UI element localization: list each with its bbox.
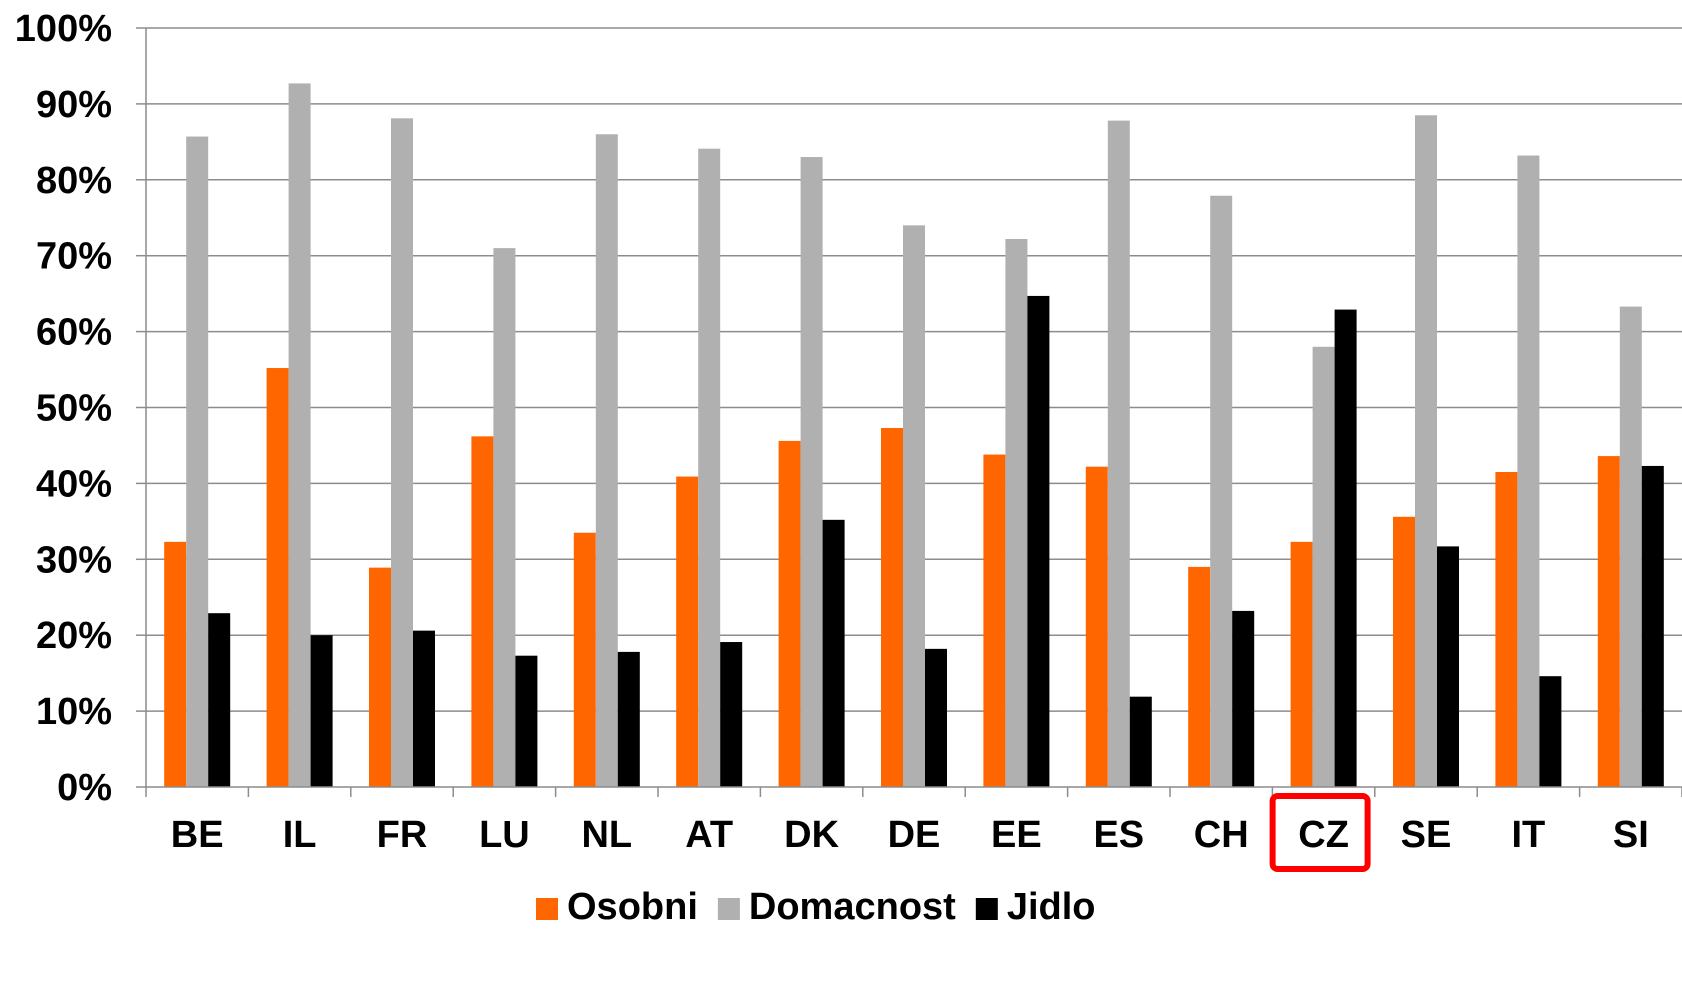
y-tick-label: 20% xyxy=(36,615,112,657)
y-tick-label: 70% xyxy=(36,236,112,278)
legend-swatch-jidlo xyxy=(975,898,998,920)
x-tick-label: EE xyxy=(991,814,1042,856)
bar-osobni-ch xyxy=(1188,566,1211,787)
bar-osobni-dk xyxy=(778,440,801,787)
bar-domacnost-ch xyxy=(1210,195,1233,787)
bar-jidlo-se xyxy=(1437,546,1459,787)
x-tick-label: CH xyxy=(1194,814,1249,856)
x-tick-label: NL xyxy=(581,814,632,856)
bar-osobni-es xyxy=(1085,466,1108,787)
bar-osobni-il xyxy=(266,368,289,787)
y-tick-label: 100% xyxy=(15,8,112,50)
bar-osobni-fr xyxy=(369,567,391,787)
bar-osobni-cz xyxy=(1290,541,1313,787)
bar-domacnost-cz xyxy=(1312,346,1335,787)
bar-osobni-lu xyxy=(471,436,494,787)
legend-label-jidlo: Jidlo xyxy=(1007,886,1096,928)
bar-jidlo-ee xyxy=(1027,295,1050,787)
bar-domacnost-at xyxy=(698,148,721,787)
x-tick-label: DK xyxy=(784,814,839,856)
bar-osobni-at xyxy=(676,476,699,787)
x-tick-label: LU xyxy=(479,814,530,856)
bar-jidlo-be xyxy=(208,613,231,787)
y-tick-label: 50% xyxy=(36,388,112,430)
x-tick-label: SE xyxy=(1401,814,1452,856)
bar-domacnost-fr xyxy=(391,118,413,788)
bar-jidlo-de xyxy=(925,648,947,787)
highlight-box-cz xyxy=(1269,793,1371,872)
bar-domacnost-nl xyxy=(595,134,618,787)
bar-jidlo-fr xyxy=(413,630,435,787)
bar-jidlo-nl xyxy=(617,651,640,787)
bar-osobni-nl xyxy=(573,532,596,787)
bar-domacnost-de xyxy=(903,225,925,788)
bar-jidlo-at xyxy=(720,642,743,787)
bar-domacnost-ee xyxy=(1005,239,1028,787)
bar-domacnost-se xyxy=(1415,115,1437,787)
y-tick-label: 30% xyxy=(36,539,112,581)
x-tick-label: FR xyxy=(377,814,428,856)
bar-jidlo-lu xyxy=(515,655,538,787)
bar-domacnost-dk xyxy=(800,157,823,787)
legend-swatch-domacnost xyxy=(717,898,740,920)
y-tick-label: 90% xyxy=(36,84,112,126)
legend-label-domacnost: Domacnost xyxy=(749,886,956,928)
bar-osobni-ee xyxy=(983,454,1006,787)
bar-domacnost-be xyxy=(186,136,209,788)
x-tick-label: SI xyxy=(1613,814,1649,856)
bar-jidlo-si xyxy=(1641,465,1664,787)
x-tick-label: IL xyxy=(283,814,317,856)
bar-osobni-si xyxy=(1597,456,1620,787)
bars xyxy=(164,83,1664,788)
x-tick-label: AT xyxy=(685,814,733,856)
bar-domacnost-lu xyxy=(493,248,516,788)
bar-jidlo-it xyxy=(1539,676,1562,787)
y-tick-label: 40% xyxy=(36,463,112,505)
bar-osobni-de xyxy=(881,427,903,787)
y-tick-label: 60% xyxy=(36,312,112,354)
bar-domacnost-il xyxy=(288,83,311,788)
bar-domacnost-si xyxy=(1619,306,1642,787)
bar-domacnost-es xyxy=(1107,120,1130,787)
x-tick-label: ES xyxy=(1093,814,1144,856)
bar-osobni-be xyxy=(164,541,187,787)
bar-osobni-it xyxy=(1495,472,1518,787)
bar-jidlo-es xyxy=(1129,696,1152,787)
axes: 0% 10% 20% 30% 40% 50% 60% 70% 80% 90% 100% BE IL FR L… xyxy=(15,8,1682,872)
x-tick-label: BE xyxy=(171,814,224,856)
y-tick-label: 0% xyxy=(57,767,112,809)
bar-jidlo-il xyxy=(310,635,333,787)
x-tick-label: CZ xyxy=(1298,814,1349,856)
legend-swatch-osobni xyxy=(536,898,558,920)
y-tick-label: 10% xyxy=(36,691,112,733)
bar-osobni-se xyxy=(1393,516,1415,787)
bar-jidlo-cz xyxy=(1334,309,1357,787)
bar-jidlo-dk xyxy=(822,519,845,787)
bar-jidlo-ch xyxy=(1232,610,1255,787)
x-tick-label: DE xyxy=(888,814,941,856)
legend: Osobni Domacnost Jidlo xyxy=(536,886,1096,928)
bar-domacnost-it xyxy=(1517,155,1540,788)
y-tick-label: 80% xyxy=(36,160,112,202)
x-tick-label: IT xyxy=(1512,814,1546,856)
legend-label-osobni: Osobni xyxy=(567,886,698,928)
